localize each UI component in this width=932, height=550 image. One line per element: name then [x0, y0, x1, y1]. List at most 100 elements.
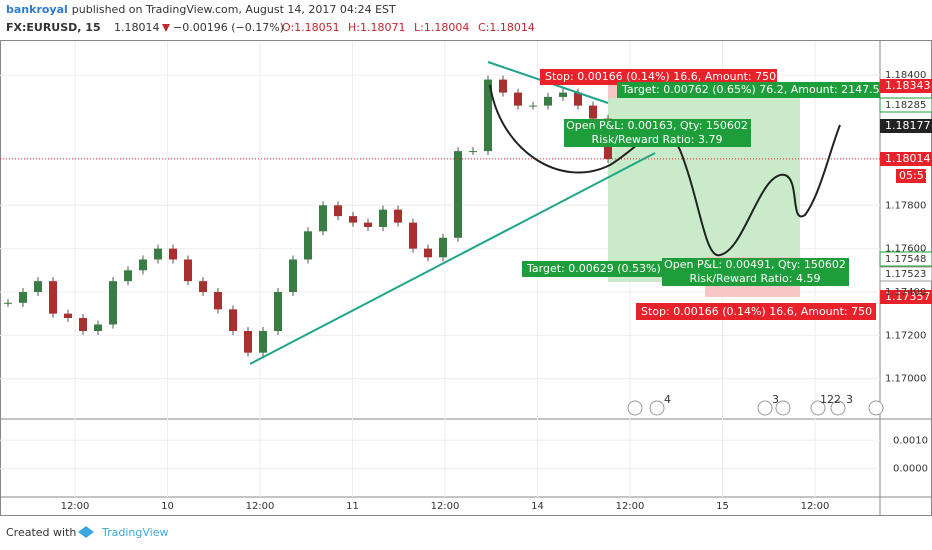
event-icons — [627, 400, 884, 416]
low: L:1.18004 — [414, 21, 469, 34]
y-tick-label: 0.0010 — [893, 435, 928, 446]
badge — [879, 97, 932, 113]
candle — [499, 79, 507, 93]
candle — [49, 281, 57, 314]
candle — [289, 259, 297, 292]
candle — [379, 209, 387, 227]
y-tick-label: 1.17200 — [885, 330, 926, 341]
label-box — [662, 258, 849, 286]
badge — [880, 119, 932, 133]
projection-curve — [489, 84, 841, 257]
label-box — [540, 69, 777, 85]
long-ratio: Risk/Reward Ratio: 4.59 — [690, 272, 821, 285]
time-label: 10 — [161, 501, 174, 512]
time-axis: 12:00 10 12:00 11 12:00 14 12:00 15 12:00 — [61, 501, 830, 512]
candle — [124, 270, 132, 282]
candle — [394, 209, 402, 223]
event-count: 3 — [772, 393, 779, 406]
short-target: Target: 0.00629 (0.53%) — [526, 262, 661, 275]
header-line: bankroyal published on TradingView.com, A… — [6, 3, 396, 16]
candle — [64, 313, 72, 318]
candle — [139, 259, 147, 271]
candle — [424, 248, 432, 258]
long-stop: Stop: 0.00166 (0.14%) 16.6, Amount: 750 — [641, 305, 872, 318]
macd-pane: 0.0010 0.0000 — [0, 435, 928, 475]
candle — [274, 291, 282, 332]
price-badge: 1.18177 — [885, 119, 931, 132]
badge — [879, 266, 932, 282]
time-label: 12:00 — [61, 501, 90, 512]
open: O:1.18051 — [282, 21, 340, 34]
candle — [514, 92, 522, 106]
price-badge: 1.18285 — [885, 100, 926, 111]
candle — [229, 309, 237, 332]
candle — [319, 205, 327, 232]
price-badge: 1.17357 — [885, 290, 931, 303]
badge — [880, 290, 932, 304]
event-count: 4 — [664, 393, 671, 406]
y-tick-label: 1.17000 — [885, 374, 926, 385]
badge — [879, 251, 932, 267]
candle — [559, 92, 567, 97]
candle — [589, 105, 597, 119]
candle — [4, 302, 12, 304]
y-tick-label: 1.17400 — [885, 287, 926, 298]
short-ratio: Risk/Reward Ratio: 3.79 — [592, 133, 723, 146]
label-box — [522, 261, 662, 277]
short-stop: Stop: 0.00166 (0.14%) 16.6, Amount: 750 — [545, 70, 776, 83]
y-tick-label: 1.18400 — [885, 70, 926, 81]
candle — [454, 151, 462, 238]
published: published on TradingView.com, August 14,… — [72, 3, 396, 16]
time-label: 12:00 — [431, 501, 460, 512]
countdown: 05:51 — [899, 169, 931, 182]
author: bankroyal — [6, 3, 68, 16]
short-pnl: Open P&L: 0.00163, Qty: 150602 — [566, 119, 748, 132]
high: H:1.18071 — [348, 21, 405, 34]
candle — [259, 331, 267, 353]
candle — [484, 79, 492, 152]
long-target: Target: 0.00762 (0.65%) 76.2, Amount: 21… — [621, 83, 880, 96]
candle — [34, 281, 42, 292]
time-label: 12:00 — [616, 501, 645, 512]
label-box — [636, 303, 876, 320]
footer-brand: TradingView — [101, 526, 168, 539]
time-label: 15 — [716, 501, 729, 512]
candle — [109, 281, 117, 325]
y-tick-label: 1.17800 — [885, 200, 926, 211]
candle — [94, 324, 102, 332]
price-badge: 1.18014 — [885, 152, 931, 165]
symbol: FX:EURUSD, 15 — [6, 21, 101, 34]
candle — [544, 96, 552, 106]
event-count: 3 — [846, 393, 853, 406]
footer-created: Created with — [6, 526, 76, 539]
candle — [79, 317, 87, 332]
time-label: 11 — [346, 501, 359, 512]
candle — [154, 248, 162, 260]
time-label: 14 — [531, 501, 544, 512]
event-count: 2 — [834, 393, 841, 406]
candle — [529, 105, 537, 107]
candle — [409, 222, 417, 249]
time-label: 12:00 — [801, 501, 830, 512]
y-tick-label: 0.0000 — [893, 464, 928, 475]
badge — [880, 152, 932, 166]
candle — [244, 331, 252, 353]
candle — [574, 92, 582, 106]
change: −0.00196 (−0.17%) — [173, 21, 284, 34]
badge — [896, 169, 926, 183]
long-pnl: Open P&L: 0.00491, Qty: 150602 — [664, 258, 846, 271]
last: 1.18014 — [114, 21, 160, 34]
price-badge: 1.17523 — [885, 269, 926, 280]
candle — [214, 291, 222, 310]
candle — [469, 151, 477, 153]
price-badge: 1.18343 — [885, 79, 931, 92]
time-label: 12:00 — [246, 501, 275, 512]
candle — [169, 248, 177, 260]
down-arrow — [162, 24, 170, 32]
tv-logo — [78, 526, 94, 538]
candle — [364, 222, 372, 227]
y-tick-label: 1.17600 — [885, 244, 926, 255]
candle — [349, 216, 357, 223]
price-badge: 1.17548 — [885, 254, 926, 265]
